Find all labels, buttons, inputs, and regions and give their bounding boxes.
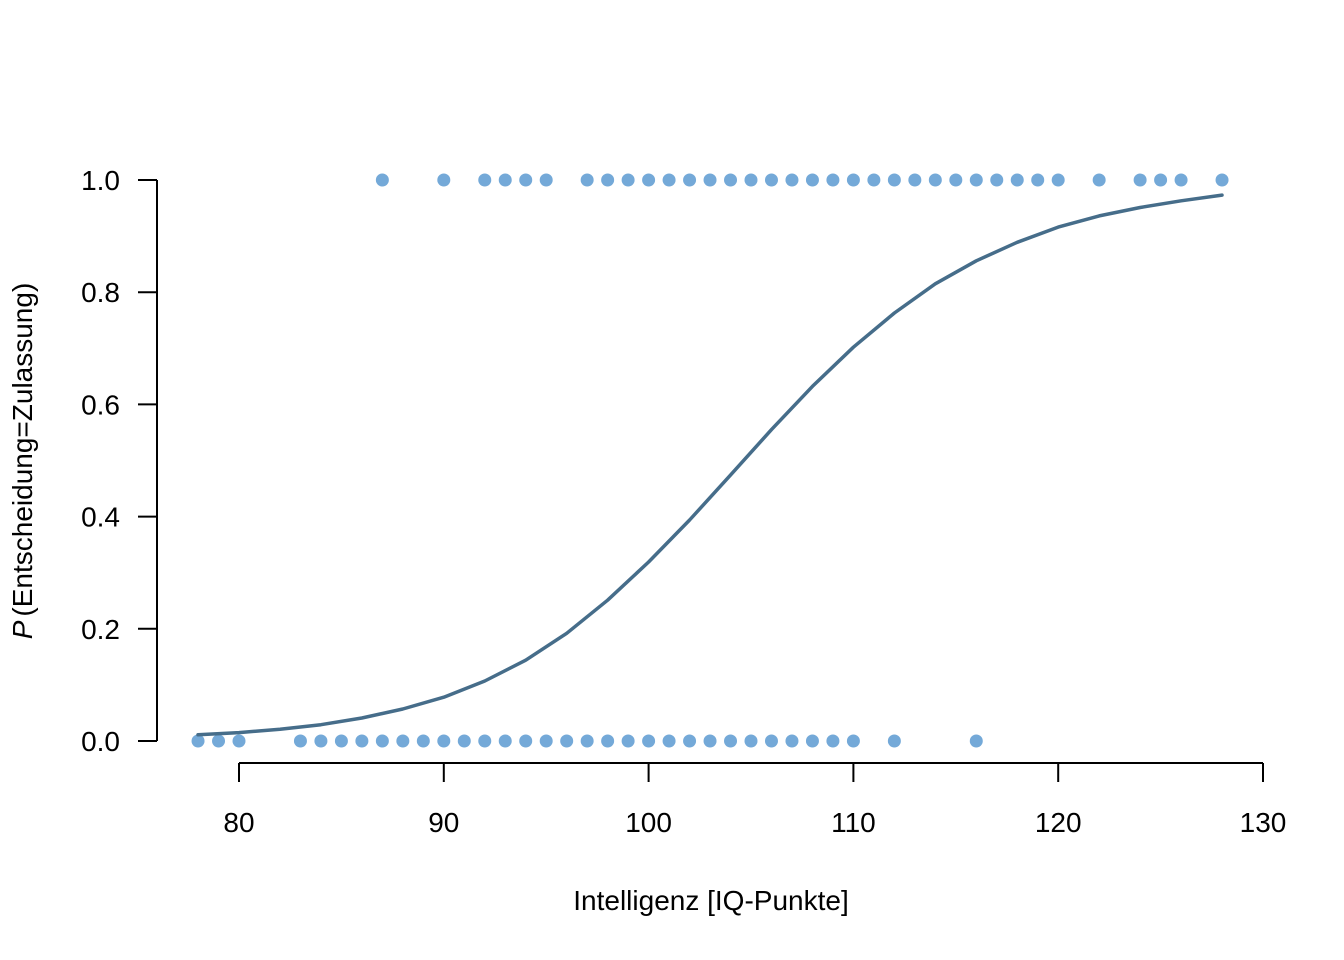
data-point — [724, 734, 738, 748]
data-point — [683, 173, 697, 187]
data-point — [826, 173, 840, 187]
data-point — [928, 173, 942, 187]
fit-curve-layer — [196, 193, 1224, 737]
y-tick-label: 0.0 — [81, 726, 120, 757]
data-point — [498, 734, 512, 748]
data-point — [621, 734, 635, 748]
data-point — [805, 734, 819, 748]
data-point — [764, 734, 778, 748]
data-point — [1133, 173, 1147, 187]
axes: 0.0 0.2 0.4 0.6 0.8 1.0 80 90 100 110 120 130 — [81, 165, 1286, 838]
data-point — [1215, 173, 1229, 187]
data-point — [212, 734, 226, 748]
x-tick-label: 100 — [625, 807, 672, 838]
data-point — [580, 173, 594, 187]
data-point — [191, 734, 205, 748]
data-point — [1031, 173, 1045, 187]
data-point — [478, 173, 492, 187]
data-point — [826, 734, 840, 748]
data-point — [642, 734, 656, 748]
data-point — [683, 734, 697, 748]
data-point — [846, 173, 860, 187]
data-point — [662, 173, 676, 187]
data-point — [1174, 173, 1188, 187]
data-point — [293, 734, 307, 748]
data-point — [969, 734, 983, 748]
data-point — [437, 173, 451, 187]
data-point — [1010, 173, 1024, 187]
data-point — [519, 734, 533, 748]
data-point — [437, 734, 451, 748]
data-point — [375, 734, 389, 748]
data-point — [990, 173, 1004, 187]
data-point — [232, 734, 246, 748]
data-point — [396, 734, 410, 748]
data-point — [785, 734, 799, 748]
data-point — [1154, 173, 1168, 187]
y-tick-label: 0.6 — [81, 389, 120, 420]
data-point — [969, 173, 983, 187]
data-point — [1051, 173, 1065, 187]
y-axis-title-rest: (Entscheidung=Zulassung) — [7, 283, 38, 617]
data-point — [846, 734, 860, 748]
data-point — [457, 734, 471, 748]
data-point — [601, 734, 615, 748]
data-point — [539, 173, 553, 187]
data-point — [744, 173, 758, 187]
data-point — [560, 734, 574, 748]
data-point — [887, 734, 901, 748]
data-point — [949, 173, 963, 187]
data-point — [785, 173, 799, 187]
x-tick-label: 80 — [223, 807, 254, 838]
data-point — [867, 173, 881, 187]
y-axis-title-prefix: P — [7, 620, 38, 639]
y-axis-title: P (Entscheidung=Zulassung) — [7, 283, 38, 640]
data-point — [621, 173, 635, 187]
data-point — [703, 173, 717, 187]
data-points — [191, 173, 1229, 748]
x-tick-label: 120 — [1035, 807, 1082, 838]
y-tick-label: 1.0 — [81, 165, 120, 196]
data-point — [805, 173, 819, 187]
data-point — [601, 173, 615, 187]
data-point — [1092, 173, 1106, 187]
data-point — [908, 173, 922, 187]
data-point — [744, 734, 758, 748]
data-point — [334, 734, 348, 748]
data-point — [355, 734, 369, 748]
x-tick-label: 110 — [831, 807, 876, 838]
logistic-fit-curve — [196, 193, 1224, 737]
data-point — [519, 173, 533, 187]
x-tick-label: 90 — [428, 807, 459, 838]
data-point — [887, 173, 901, 187]
data-point — [764, 173, 778, 187]
y-tick-label: 0.8 — [81, 277, 120, 308]
data-point — [580, 734, 594, 748]
data-point — [724, 173, 738, 187]
data-point — [642, 173, 656, 187]
y-tick-label: 0.4 — [81, 502, 120, 533]
y-tick-label: 0.2 — [81, 614, 120, 645]
x-tick-label: 130 — [1240, 807, 1287, 838]
data-point — [375, 173, 389, 187]
x-axis-title: Intelligenz [IQ-Punkte] — [573, 885, 848, 916]
data-point — [314, 734, 328, 748]
data-point — [703, 734, 717, 748]
data-point — [662, 734, 676, 748]
data-point — [416, 734, 430, 748]
data-point — [478, 734, 492, 748]
data-point — [539, 734, 553, 748]
data-point — [498, 173, 512, 187]
